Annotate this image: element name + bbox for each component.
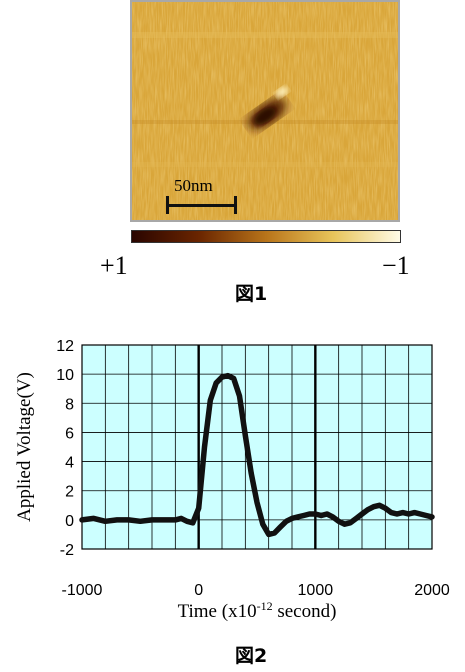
x-tick-label: -1000 bbox=[62, 582, 103, 599]
plot-area bbox=[82, 345, 432, 549]
x-tick-label: 2000 bbox=[414, 582, 450, 599]
x-tick-label: 0 bbox=[194, 582, 203, 599]
x-tick-labels: -1000 0 1000 2000 bbox=[62, 582, 450, 599]
voltage-series-line bbox=[79, 372, 435, 538]
colorbar-label-left: +1 bbox=[100, 251, 128, 280]
colorbar-label-right: −1 bbox=[382, 251, 410, 280]
x-axis-title: Time (x10-12 second) bbox=[178, 599, 337, 622]
voltage-chart: -2 0 2 4 6 8 10 12 -1000 0 1000 2000 Applied Volta… bbox=[14, 338, 450, 622]
y-tick-label: -2 bbox=[60, 542, 74, 559]
plot-border bbox=[81, 344, 433, 550]
figure-1-caption: 図1 bbox=[235, 283, 268, 305]
y-tick-label: 4 bbox=[65, 455, 74, 472]
x-axis-title-main: Time (x10 bbox=[178, 601, 257, 622]
y-tick-label: 6 bbox=[65, 425, 74, 442]
x-tick-label: 1000 bbox=[298, 582, 334, 599]
y-tick-label: 8 bbox=[65, 396, 74, 413]
y-tick-label: 10 bbox=[56, 367, 74, 384]
y-tick-labels: -2 0 2 4 6 8 10 12 bbox=[56, 338, 74, 559]
y-tick-label: 0 bbox=[65, 513, 74, 530]
x-axis-title-exponent: -12 bbox=[257, 599, 273, 613]
y-tick-label: 12 bbox=[56, 338, 74, 355]
figure-2-caption: 図2 bbox=[235, 645, 268, 667]
x-axis-title-suffix: second) bbox=[273, 601, 337, 622]
scale-bar-tick-right bbox=[234, 196, 237, 214]
y-axis-title: Applied Voltage(V) bbox=[14, 372, 35, 522]
scale-bar-label: 50nm bbox=[174, 176, 213, 195]
afm-image bbox=[130, 0, 400, 222]
y-tick-label: 2 bbox=[65, 484, 74, 501]
colorbar bbox=[131, 230, 401, 243]
scale-bar bbox=[167, 204, 235, 207]
